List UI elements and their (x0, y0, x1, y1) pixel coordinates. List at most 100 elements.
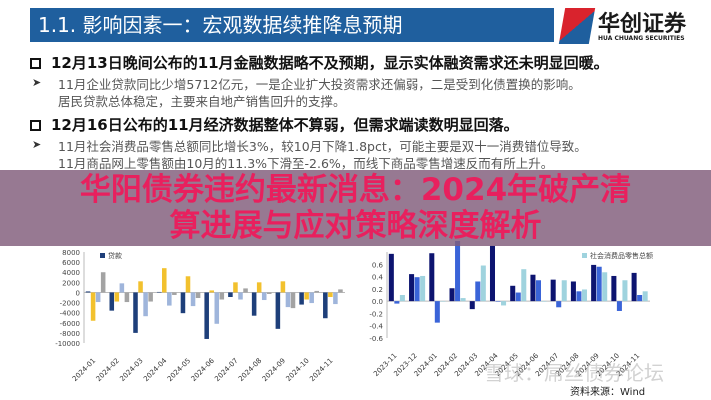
heading-text: 12月13日晚间公布的11月金融数据略不及预期，显示实体融资需求还未明显回暖。 (51, 54, 609, 72)
bar (622, 280, 628, 302)
watermark: 雪球：屌丝债券论坛 (484, 361, 664, 385)
x-tick-label: 2024-05 (166, 357, 192, 383)
bar (429, 253, 435, 302)
y-tick-label: -6000 (60, 320, 80, 328)
bar (440, 301, 446, 302)
bar (338, 289, 343, 293)
y-tick-label: 4000 (62, 269, 80, 277)
bar (124, 292, 130, 303)
bar (515, 292, 521, 302)
x-tick-label: 2024-06 (190, 356, 217, 383)
bar (209, 290, 214, 293)
bullet-sub: 居民贷款总体稳定，主要来自地产销售回升的支撑。 (58, 94, 346, 109)
bullet-sub: 11月商品网上零售额由10月的11.3%下滑至-2.6%，而线下商品零售增速反而… (58, 156, 554, 171)
bar (521, 269, 527, 302)
legend-swatch (582, 253, 587, 258)
bar (243, 288, 248, 293)
bar (409, 274, 415, 302)
slide-title: 1.1. 影响因素一：宏观数据续推降息预期 (30, 8, 554, 42)
bar (162, 268, 167, 293)
heading-text: 12月16日公布的11月经济数据整体不算弱，但需求端读数明显回落。 (51, 116, 519, 134)
y-tick-label: -10000 (55, 340, 80, 348)
bar (214, 292, 220, 324)
bar (314, 290, 319, 293)
bar (420, 275, 426, 302)
bar (501, 301, 507, 306)
bar (510, 285, 516, 302)
legend-label: 贷款 (108, 251, 122, 260)
bar (185, 276, 191, 293)
bar (469, 301, 475, 310)
bar (642, 291, 648, 302)
bar (233, 282, 238, 293)
checkbox-icon (30, 58, 41, 69)
source-note: 资料来源：Wind (570, 387, 646, 398)
bar (156, 291, 162, 293)
bar (219, 292, 225, 300)
bar (455, 240, 461, 302)
bar (535, 280, 541, 302)
y-tick-label: -4000 (60, 310, 80, 318)
x-tick-label: 2024-09 (261, 357, 287, 383)
bar (581, 289, 587, 302)
bar (143, 292, 148, 317)
bar (434, 301, 440, 323)
y-tick-label: 0.4 (372, 274, 384, 282)
bar (148, 292, 153, 302)
bar (449, 288, 455, 302)
bullet-heading: 12月13日晚间公布的11月金融数据略不及预期，显示实体融资需求还未明显回暖。 (30, 52, 609, 73)
bar (489, 245, 496, 302)
bar (114, 292, 120, 302)
bar (90, 292, 96, 321)
bar (204, 292, 209, 339)
bar (85, 291, 91, 293)
bullet-sub: 11月社会消费品零售总额同比增长3%，较10月下降1.8pct，可能主要是双十一… (58, 139, 587, 154)
y-tick-label: -2000 (60, 300, 80, 308)
bar (541, 301, 547, 302)
bar (399, 295, 405, 302)
bullet-sub: 11月企业贷款同比少增5712亿元，一是企业扩大投资需求还偏弱，二是受到化债置换… (58, 77, 581, 92)
bar (570, 281, 576, 302)
checkbox-icon (30, 120, 41, 131)
y-tick-label: 0.0 (372, 298, 383, 306)
bullet-heading: 12月16日公布的11月经济数据整体不算弱，但需求端读数明显回落。 (30, 114, 519, 135)
bar (591, 264, 597, 302)
bar (323, 292, 328, 319)
bar (109, 292, 115, 311)
bar (388, 253, 394, 302)
bar (495, 301, 501, 302)
bar (190, 292, 196, 307)
bar (309, 292, 314, 304)
bar (290, 292, 296, 309)
x-tick-label: 2024-11 (308, 357, 334, 383)
bar (299, 292, 304, 305)
bar (133, 292, 138, 333)
bar (414, 277, 420, 302)
bar (328, 292, 333, 297)
y-tick-label: -0.2 (369, 310, 383, 318)
headline-overlay: 华阳债券违约最新消息：2024年破产清 算进展与应对策略深度解析 (0, 170, 711, 246)
legend-swatch (100, 253, 105, 258)
bar (228, 292, 233, 297)
y-tick-label: 2000 (62, 279, 80, 287)
bar (475, 281, 481, 302)
bar (616, 301, 622, 311)
bar (631, 272, 637, 302)
bar (172, 292, 177, 295)
bar (238, 292, 243, 300)
bar (275, 292, 281, 329)
y-tick-label: -8000 (60, 330, 80, 338)
bar (100, 272, 106, 293)
bar (251, 292, 257, 316)
logo: 华创证券 HUA CHUANG SECURITIES (558, 6, 708, 46)
bar (550, 279, 556, 302)
bar (261, 292, 267, 301)
bar (266, 292, 272, 294)
bar (138, 281, 143, 293)
bar (304, 292, 309, 300)
bar (561, 280, 567, 302)
bar (596, 266, 602, 302)
bar (530, 274, 536, 302)
x-tick-label: 2024-04 (142, 356, 169, 383)
